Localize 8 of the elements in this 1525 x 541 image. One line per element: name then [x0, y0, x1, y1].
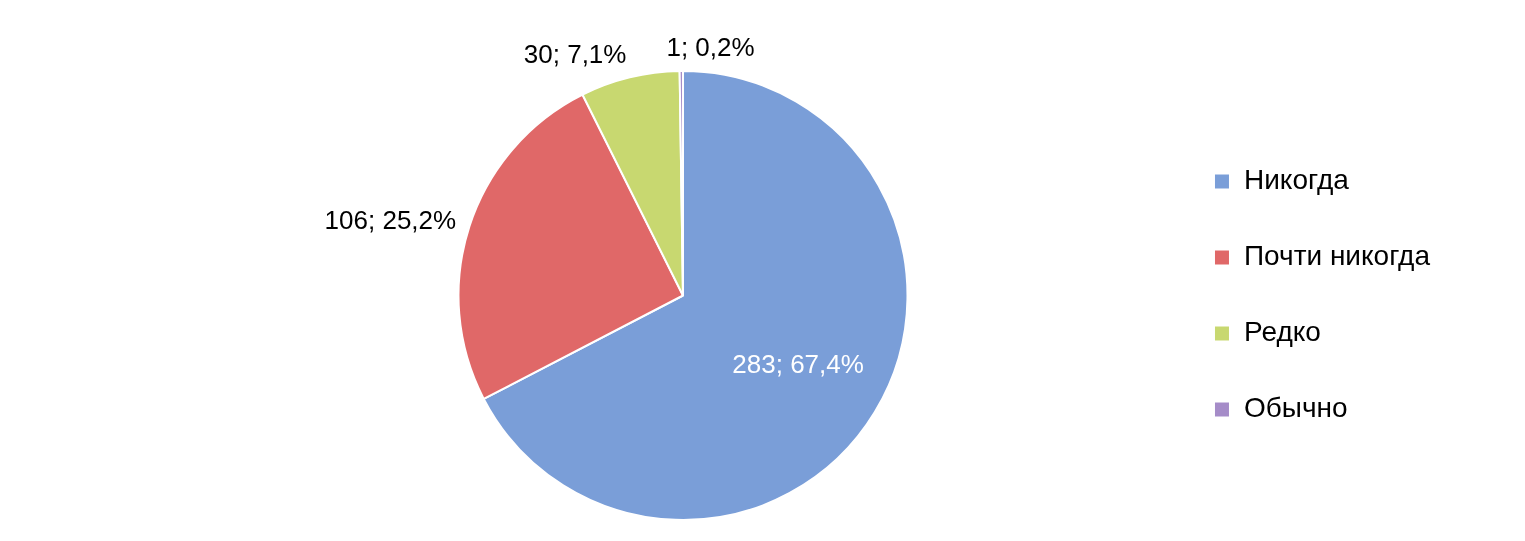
data-label: 283; 67,4%	[732, 348, 864, 379]
data-label: 1; 0,2%	[666, 32, 755, 63]
legend-label: Редко	[1243, 316, 1321, 348]
data-label: 106; 25,2%	[324, 204, 457, 235]
legend-label: Обычно	[1243, 392, 1348, 424]
legend-label: Почти никогда	[1243, 240, 1431, 272]
data-label: 30; 7,1%	[523, 38, 627, 69]
legend-label: Никогда	[1243, 164, 1350, 196]
